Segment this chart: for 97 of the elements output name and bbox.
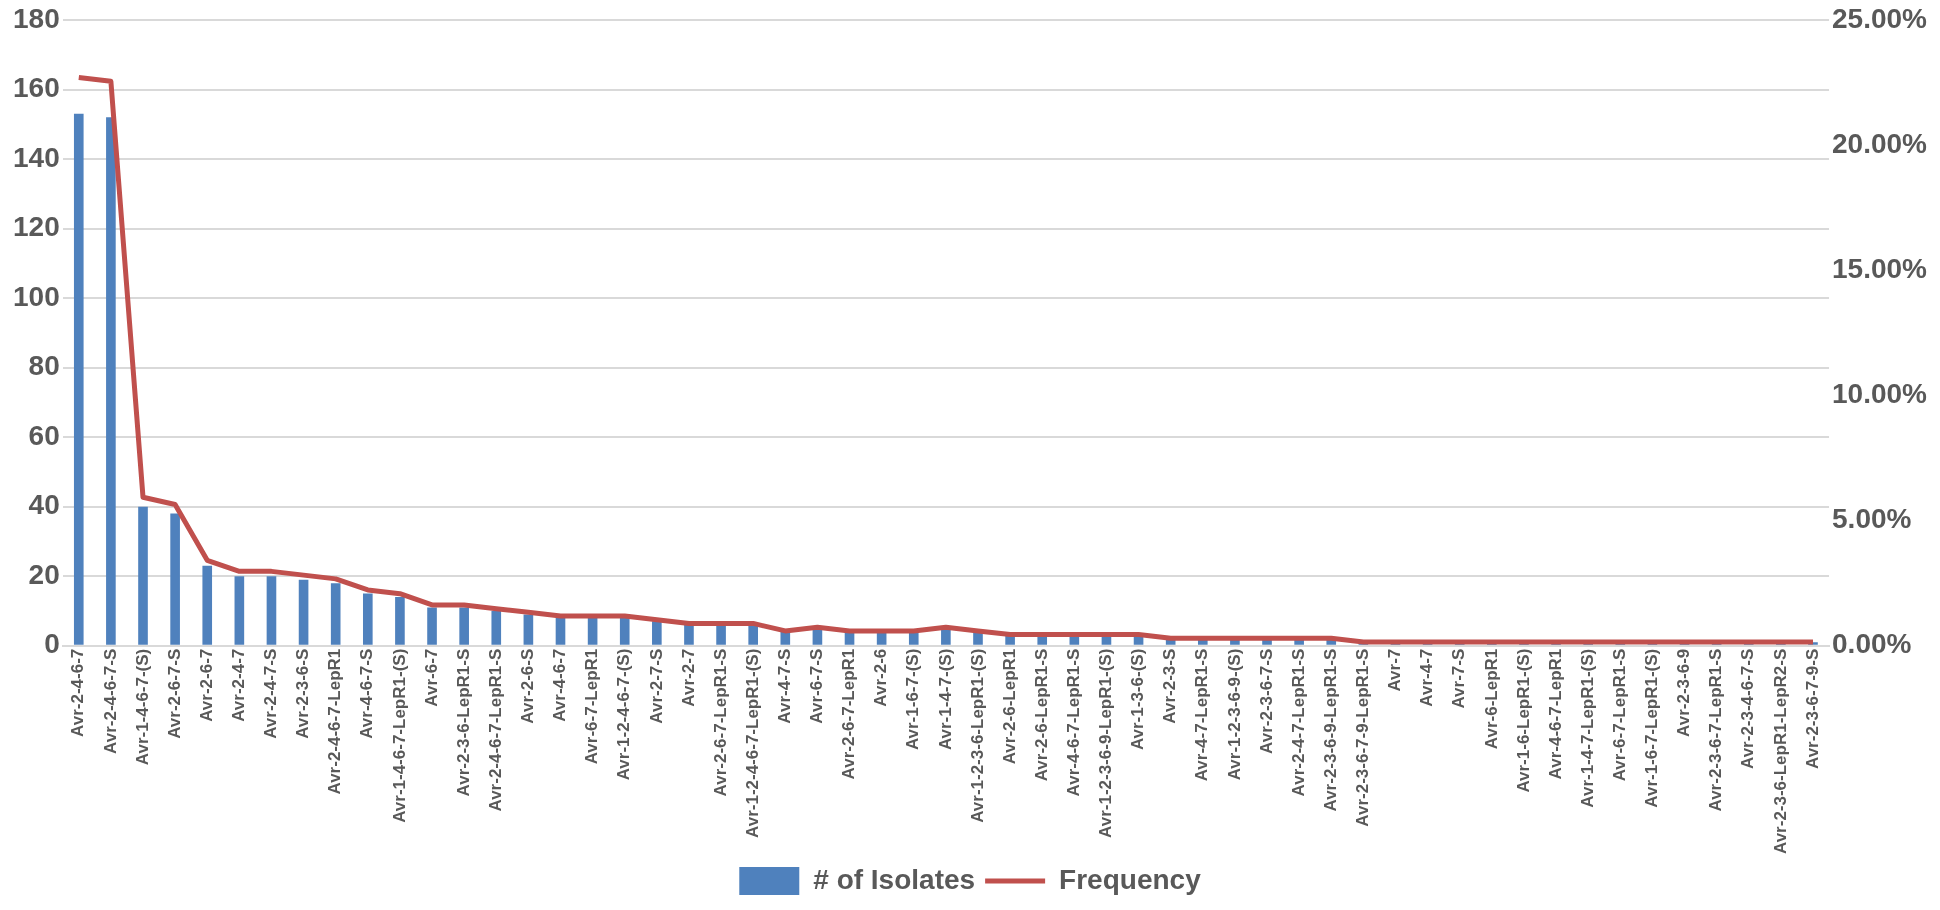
x-tick-label: Avr-1-6-7-LepR1-(S) bbox=[1642, 648, 1662, 808]
x-tick-label: Avr-4-7-S bbox=[774, 648, 794, 724]
bar bbox=[491, 610, 502, 645]
y-tick-label: 40 bbox=[28, 489, 60, 521]
x-tick-label: Avr-1-4-7-(S) bbox=[935, 648, 955, 751]
x-tick-label: Avr-1-2-3-6-9-(S) bbox=[1224, 648, 1244, 781]
x-tick-label: Avr-1-2-3-6-9-LepR1-(S) bbox=[1096, 648, 1116, 838]
x-tick-label: Avr-2-7-S bbox=[646, 648, 666, 724]
x-tick-label: Avr-2-4-6-7 bbox=[68, 648, 88, 737]
x-tick-label: Avr-2-4-6-7-LepR1 bbox=[325, 648, 345, 795]
x-tick-label: Avr-1-2-3-6-LepR1-(S) bbox=[967, 648, 987, 823]
y-tick-label: 180 bbox=[13, 2, 60, 34]
y-tick-label: 120 bbox=[13, 211, 60, 243]
x-tick-label: Avr-2-3-6-7-LepR1-S bbox=[1706, 648, 1726, 812]
y-tick-label: 80 bbox=[28, 350, 60, 382]
x-tick-label: Avr-1-6-7-(S) bbox=[903, 648, 923, 751]
x-tick-label: Avr-4-6-7-S bbox=[357, 648, 377, 739]
bar bbox=[716, 624, 726, 645]
y-tick-label: 160 bbox=[13, 72, 60, 104]
x-tick-label: Avr-2-6-7-S bbox=[164, 648, 184, 739]
x-tick-label: Avr-2-4-7-LepR1-S bbox=[1288, 648, 1308, 797]
y2-tick-label: 25.00% bbox=[1832, 2, 1928, 34]
y-tick-label: 20 bbox=[28, 558, 60, 590]
x-tick-label: Avr-6-LepR1 bbox=[1481, 648, 1501, 750]
x-tick-label: Avr-1-3-6-(S) bbox=[1128, 648, 1148, 751]
x-tick-label: Avr-1-4-7-LepR1-(S) bbox=[1577, 648, 1597, 808]
x-tick-label: Avr-4-6-7-LepR1 bbox=[1545, 648, 1565, 780]
x-tick-label: Avr-7 bbox=[1385, 648, 1405, 692]
x-tick-label: Avr-4-6-7-LepR1-S bbox=[1064, 648, 1084, 797]
x-tick-label: Avr-2-6-7 bbox=[196, 648, 216, 722]
y-tick-label: 100 bbox=[13, 280, 60, 312]
y2-tick-label: 20.00% bbox=[1832, 127, 1928, 159]
bar bbox=[266, 576, 277, 645]
x-tick-label: Avr-2-3-6-9 bbox=[1674, 648, 1694, 737]
bar bbox=[106, 117, 116, 645]
x-tick-label: Avr-2-3-6-9-LepR1-S bbox=[1320, 648, 1340, 812]
x-tick-label: Avr-4-7 bbox=[1417, 648, 1437, 707]
x-tick-label: Avr-6-7-S bbox=[807, 648, 827, 724]
x-tick-label: Avr-2-4-6-7-S bbox=[100, 648, 120, 754]
y-tick-label: 140 bbox=[13, 141, 60, 173]
x-tick-label: Avr-2-3-S bbox=[1160, 648, 1180, 724]
x-tick-label: Avr-2-7 bbox=[678, 648, 698, 707]
bar bbox=[73, 113, 84, 645]
x-tick-label: Avr-1-6-LepR1-(S) bbox=[1513, 648, 1533, 793]
y-tick-label: 60 bbox=[28, 419, 60, 451]
x-tick-label: Avr-2-4-7 bbox=[229, 648, 249, 722]
x-tick-label: Avr-2-3-6-7-9-S bbox=[1802, 648, 1822, 769]
x-tick-label: Avr-2-6-S bbox=[518, 648, 538, 724]
bar bbox=[555, 617, 566, 645]
x-tick-label: Avr-2-3-4-6-7-S bbox=[1738, 648, 1758, 769]
x-tick-label: Avr-6-7-LepR1-S bbox=[1609, 648, 1629, 782]
bar bbox=[298, 579, 309, 645]
bar bbox=[234, 576, 245, 645]
x-tick-label: Avr-2-3-6-7-9-LepR1-S bbox=[1353, 648, 1373, 827]
bar bbox=[523, 614, 534, 645]
y2-tick-label: 10.00% bbox=[1832, 378, 1928, 410]
x-tick-label: Avr-2-4-6-7-LepR1-S bbox=[485, 648, 505, 812]
bar bbox=[908, 631, 919, 645]
x-tick-label: Avr-2-3-6-LepR1-S bbox=[453, 648, 473, 797]
x-tick-label: Avr-6-7-LepR1 bbox=[582, 648, 602, 765]
bar bbox=[652, 621, 662, 645]
bar bbox=[330, 583, 341, 645]
x-tick-label: Avr-7-S bbox=[1449, 648, 1469, 709]
y2-tick-label: 5.00% bbox=[1832, 503, 1912, 535]
x-tick-label: Avr-2-6 bbox=[871, 648, 891, 707]
x-tick-label: Avr-4-7-LepR1-S bbox=[1192, 648, 1212, 782]
bar bbox=[780, 631, 791, 645]
x-tick-label: Avr-6-7 bbox=[421, 648, 441, 707]
x-tick-label: Avr-2-3-6-S bbox=[293, 648, 313, 739]
bar bbox=[427, 607, 437, 645]
x-tick-label: Avr-4-6-7 bbox=[550, 648, 570, 722]
x-tick-label: Avr-1-2-4-6-7-LepR1-(S) bbox=[742, 648, 762, 838]
y-tick-label: 0 bbox=[44, 628, 60, 660]
legend-label: Frequency bbox=[1059, 863, 1202, 895]
x-tick-label: Avr-1-4-6-7-(S) bbox=[132, 648, 152, 766]
bar bbox=[587, 617, 598, 645]
bar bbox=[362, 593, 373, 645]
bar bbox=[395, 597, 405, 645]
bar bbox=[202, 565, 213, 645]
y2-tick-label: 0.00% bbox=[1832, 628, 1912, 660]
x-tick-label: Avr-1-4-6-7-LepR1-(S) bbox=[389, 648, 409, 823]
bar bbox=[619, 617, 630, 645]
bar bbox=[748, 624, 758, 645]
bar bbox=[684, 624, 694, 645]
x-tick-label: Avr-2-6-7-LepR1-S bbox=[710, 648, 730, 797]
y2-tick-label: 15.00% bbox=[1832, 253, 1928, 284]
x-tick-label: Avr-2-3-6-LepR1-LepR2-S bbox=[1770, 648, 1790, 854]
x-tick-label: Avr-2-6-LepR1-S bbox=[1031, 648, 1051, 782]
legend-label: # of Isolates bbox=[813, 863, 976, 895]
x-tick-label: Avr-1-2-4-6-7-(S) bbox=[614, 648, 634, 781]
bar bbox=[138, 506, 148, 645]
x-tick-label: Avr-2-3-6-7-S bbox=[1256, 648, 1276, 754]
x-tick-label: Avr-2-6-LepR1 bbox=[999, 648, 1019, 765]
x-tick-label: Avr-2-6-7-LepR1 bbox=[839, 648, 859, 780]
x-tick-label: Avr-2-4-7-S bbox=[261, 648, 281, 739]
bar bbox=[459, 607, 469, 645]
bar bbox=[170, 513, 180, 645]
